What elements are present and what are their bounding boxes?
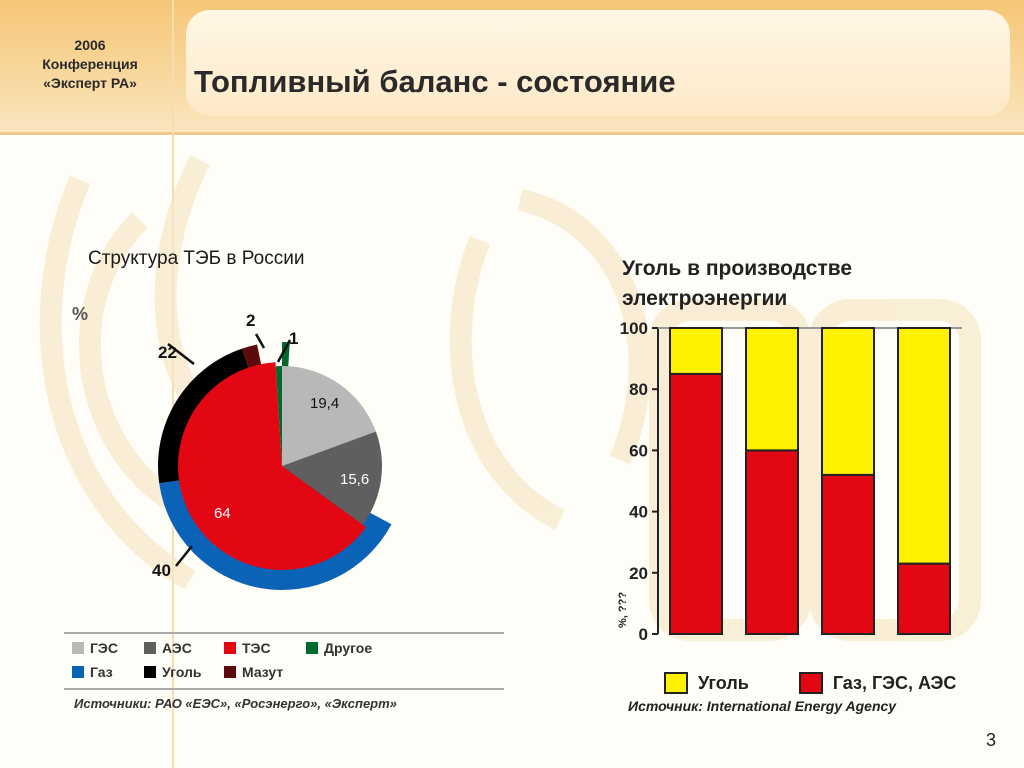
bar-ytick-label-100: 100 bbox=[620, 319, 648, 338]
bar-source: Источник: International Energy Agency bbox=[628, 698, 897, 714]
bar-category-label-3: Китай bbox=[898, 644, 950, 646]
legend-top-rule bbox=[64, 632, 504, 634]
bar-legend-other: Газ, ГЭС, АЭС bbox=[832, 672, 957, 693]
legend-swatch-nuclear bbox=[144, 642, 156, 654]
pie-inner-slice-3 bbox=[275, 366, 282, 466]
bar-ytick-label-0: 0 bbox=[639, 625, 648, 644]
page-title: Топливный баланс - состояние bbox=[194, 64, 676, 99]
bar-category-label-2: США bbox=[826, 644, 870, 646]
bar-ytick-label-60: 60 bbox=[629, 441, 648, 460]
legend-item-thermal: ТЭС bbox=[224, 640, 271, 656]
legend-swatch-mazut bbox=[224, 666, 236, 678]
bar-ytick-label-20: 20 bbox=[629, 564, 648, 583]
bar-3-series-1 bbox=[897, 327, 951, 565]
bar-1-series-1 bbox=[745, 327, 799, 452]
bar-legend-coal: Уголь bbox=[698, 672, 749, 693]
pie-caption: Структура ТЭБ в России bbox=[88, 248, 305, 269]
bar-ytick-label-80: 80 bbox=[629, 380, 648, 399]
legend-item-other: Другое bbox=[306, 640, 372, 656]
leader-gas bbox=[175, 545, 193, 567]
legend-swatch-gas bbox=[72, 666, 84, 678]
bar-1-series-0 bbox=[745, 449, 799, 635]
legend-swatch-other bbox=[306, 642, 318, 654]
pie-inner-slice-2 bbox=[178, 362, 367, 570]
bar-0-series-1 bbox=[669, 327, 723, 375]
bar-category-label-0: Россия bbox=[664, 644, 728, 646]
legend-bottom-rule bbox=[64, 688, 504, 690]
pie-chart: % 22 2 1 40 19,4 15,6 64 bbox=[72, 304, 392, 590]
bar-3-series-0 bbox=[897, 562, 951, 635]
legend-swatch-coal bbox=[144, 666, 156, 678]
pie-source: Источники: РАО «ЕЭС», «Росэнерго», «Эксп… bbox=[74, 696, 397, 711]
pie-inner-slice-0 bbox=[282, 366, 376, 466]
legend-swatch-coal-yellow bbox=[664, 672, 688, 694]
leader-other bbox=[276, 339, 292, 363]
legend-item-nuclear: АЭС bbox=[144, 640, 192, 656]
outer-label-mazut: 2 bbox=[246, 311, 255, 330]
legend-item-coal: Уголь bbox=[144, 664, 202, 680]
inner-label-nuclear: 15,6 bbox=[340, 471, 369, 488]
pie-unit-label: % bbox=[72, 304, 88, 324]
pie-inner-slice-1 bbox=[282, 431, 382, 525]
outer-label-gas: 40 bbox=[152, 561, 171, 580]
bar-2-series-1 bbox=[821, 327, 875, 476]
bar-chart-title: Уголь в производстве электроэнергии bbox=[622, 257, 853, 310]
page-number: 3 bbox=[986, 730, 997, 750]
bar-category-label-1: Мир bbox=[753, 644, 790, 646]
legend-swatch-other-red bbox=[798, 672, 823, 694]
leader-coal bbox=[167, 343, 195, 365]
bar-ytick-label-40: 40 bbox=[629, 503, 648, 522]
inner-label-thermal: 64 bbox=[214, 505, 231, 522]
legend-swatch-hydro bbox=[72, 642, 84, 654]
title-box bbox=[186, 10, 1010, 116]
conference-label: 2006 Конференция «Эксперт РА» bbox=[42, 37, 138, 91]
outer-label-other: 1 bbox=[289, 329, 298, 348]
bar-2-series-0 bbox=[821, 473, 875, 635]
legend-item-gas: Газ bbox=[72, 664, 113, 680]
leader-mazut bbox=[254, 333, 266, 349]
legend-swatch-thermal bbox=[224, 642, 236, 654]
inner-label-hydro: 19,4 bbox=[310, 395, 339, 412]
bar-legend: Уголь Газ, ГЭС, АЭС bbox=[664, 672, 956, 694]
bar-chart: 0 20 40 60 80 100 Россия Мир США Китай %, ??? bbox=[617, 319, 962, 646]
bar-0-series-0 bbox=[669, 372, 723, 636]
bar-yaxis-note: %, ??? bbox=[617, 592, 629, 628]
outer-label-coal: 22 bbox=[158, 343, 177, 362]
legend-item-mazut: Мазут bbox=[224, 664, 283, 680]
header-divider bbox=[0, 132, 1024, 135]
legend-item-hydro: ГЭС bbox=[72, 640, 118, 656]
